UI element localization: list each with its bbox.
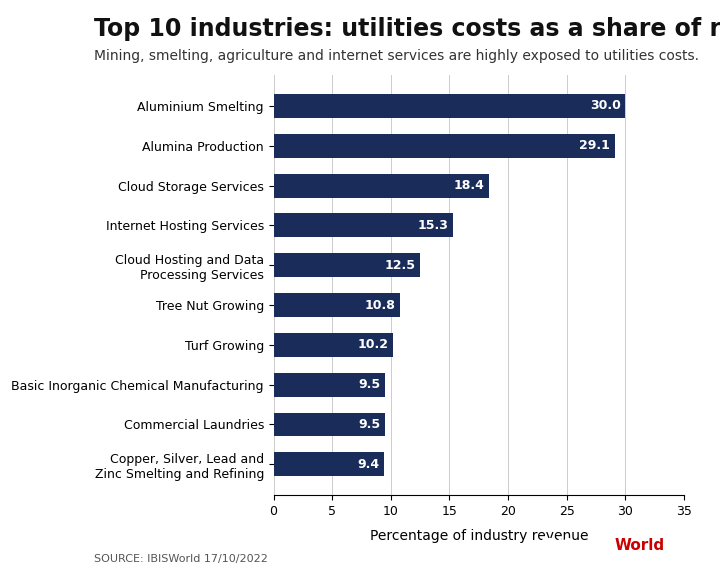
X-axis label: Percentage of industry revenue: Percentage of industry revenue [369,529,588,543]
Text: Top 10 industries: utilities costs as a share of revenue: Top 10 industries: utilities costs as a … [94,17,720,41]
Text: 9.5: 9.5 [358,378,380,391]
Text: 30.0: 30.0 [590,100,621,112]
Bar [274,94,626,118]
Text: 10.8: 10.8 [364,298,395,312]
Bar [274,253,420,277]
Bar [274,134,615,158]
Text: 18.4: 18.4 [454,179,485,192]
Bar [274,373,385,397]
Text: WHERE KNOWLEDGE IS POWER: WHERE KNOWLEDGE IS POWER [562,560,648,564]
Text: 9.5: 9.5 [358,418,380,431]
Text: Mining, smelting, agriculture and internet services are highly exposed to utilit: Mining, smelting, agriculture and intern… [94,49,698,63]
Text: 10.2: 10.2 [358,338,389,351]
Text: SOURCE: IBISWorld 17/10/2022: SOURCE: IBISWorld 17/10/2022 [94,555,267,564]
Bar [274,412,385,437]
Text: 15.3: 15.3 [418,219,449,232]
Text: World: World [615,538,665,553]
Text: 12.5: 12.5 [384,259,415,272]
Bar [274,293,400,317]
Text: 9.4: 9.4 [357,458,379,471]
Text: 29.1: 29.1 [580,139,610,152]
Bar [274,214,453,237]
Bar [274,173,490,198]
Bar [274,333,393,357]
Bar [274,452,384,476]
Text: IBIS: IBIS [540,538,574,553]
